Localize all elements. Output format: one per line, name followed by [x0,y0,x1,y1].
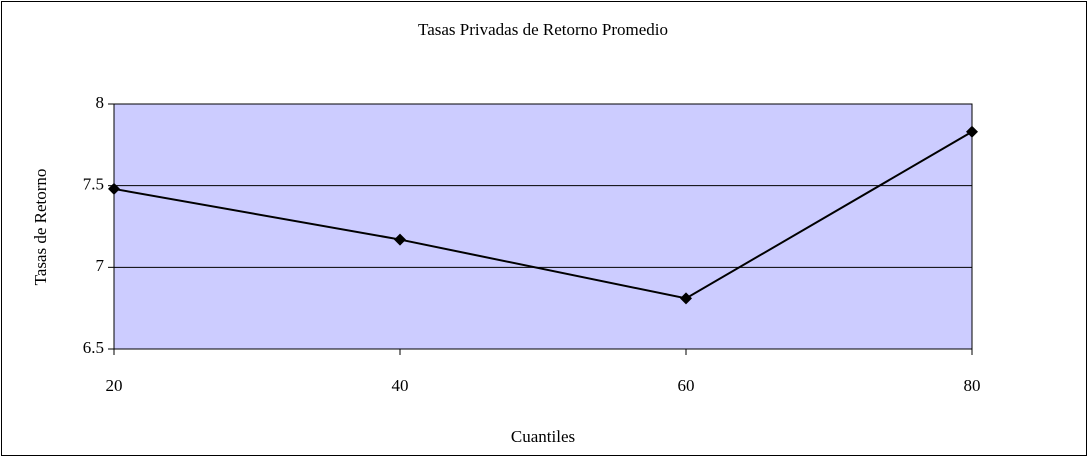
y-axis-label: Tasas de Retorno [31,169,50,286]
x-tick-label: 20 [106,376,123,395]
chart-title: Tasas Privadas de Retorno Promedio [418,20,668,39]
y-tick-label: 7.5 [83,175,104,194]
x-tick-label: 60 [678,376,695,395]
y-tick-label: 6.5 [83,338,104,357]
data-point [966,125,978,138]
plot-area [114,104,972,349]
y-tick-label: 7 [96,256,105,275]
data-line [113,130,973,300]
data-point [108,182,120,195]
y-tick-label: 8 [96,93,105,112]
data-point [680,292,692,305]
plot-border [113,103,973,350]
x-tick-label: 40 [392,376,409,395]
data-point [394,233,406,246]
x-tick-label: 80 [964,376,981,395]
x-axis-label: Cuantiles [511,427,575,446]
